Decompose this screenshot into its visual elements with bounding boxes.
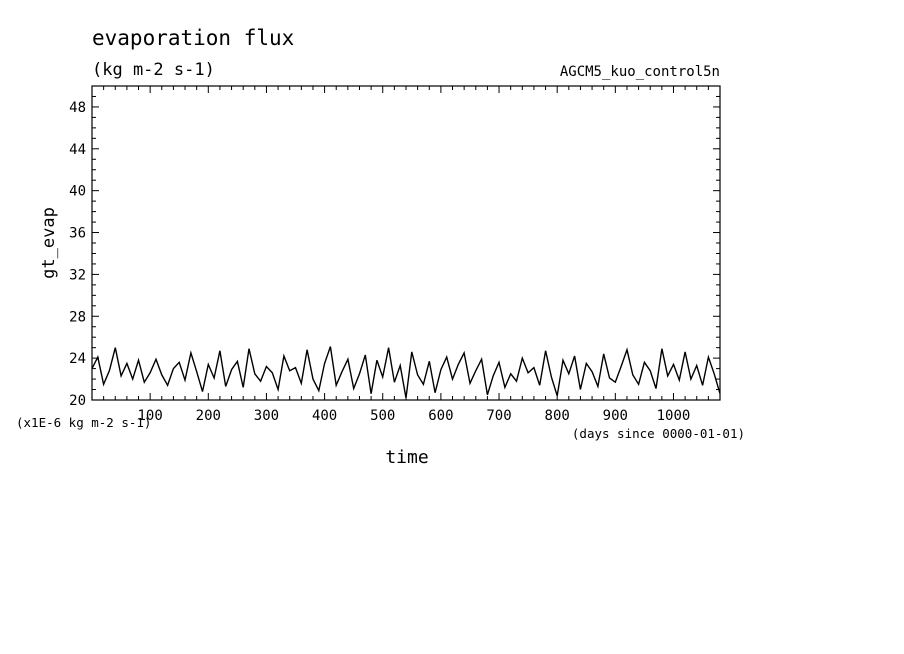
x-unit-note: (days since 0000-01-01) xyxy=(572,426,745,441)
chart-title: evaporation flux xyxy=(92,26,294,50)
x-tick-label: 900 xyxy=(603,408,628,424)
y-tick-label: 20 xyxy=(69,393,86,409)
y-scale-note: (x1E-6 kg m-2 s-1) xyxy=(16,415,151,430)
x-tick-label: 300 xyxy=(254,408,279,424)
y-tick-label: 28 xyxy=(69,309,86,325)
y-axis-label: gt_evap xyxy=(39,207,59,279)
y-tick-label: 40 xyxy=(69,184,86,200)
x-tick-label: 100 xyxy=(137,408,162,424)
y-tick-label: 32 xyxy=(69,267,86,283)
x-tick-label: 700 xyxy=(486,408,511,424)
y-tick-label: 24 xyxy=(69,351,86,367)
x-tick-label: 200 xyxy=(196,408,221,424)
y-tick-label: 48 xyxy=(69,100,86,116)
x-axis-ticks: 100 200 300 400 500 600 700 800 900 1000 xyxy=(103,86,709,424)
y-tick-label: 44 xyxy=(69,142,86,158)
x-tick-label: 400 xyxy=(312,408,337,424)
x-tick-label: 1000 xyxy=(657,408,691,424)
x-tick-label: 800 xyxy=(545,408,570,424)
x-axis-label: time xyxy=(385,447,428,468)
y-axis-ticks: 20 24 28 32 36 40 44 48 xyxy=(69,85,720,409)
x-tick-label: 600 xyxy=(428,408,453,424)
run-label: AGCM5_kuo_control5n xyxy=(560,64,720,80)
x-tick-label: 500 xyxy=(370,408,395,424)
series-line xyxy=(91,346,721,399)
units-label: (kg m-2 s-1) xyxy=(92,60,215,80)
y-tick-label: 36 xyxy=(69,226,86,242)
